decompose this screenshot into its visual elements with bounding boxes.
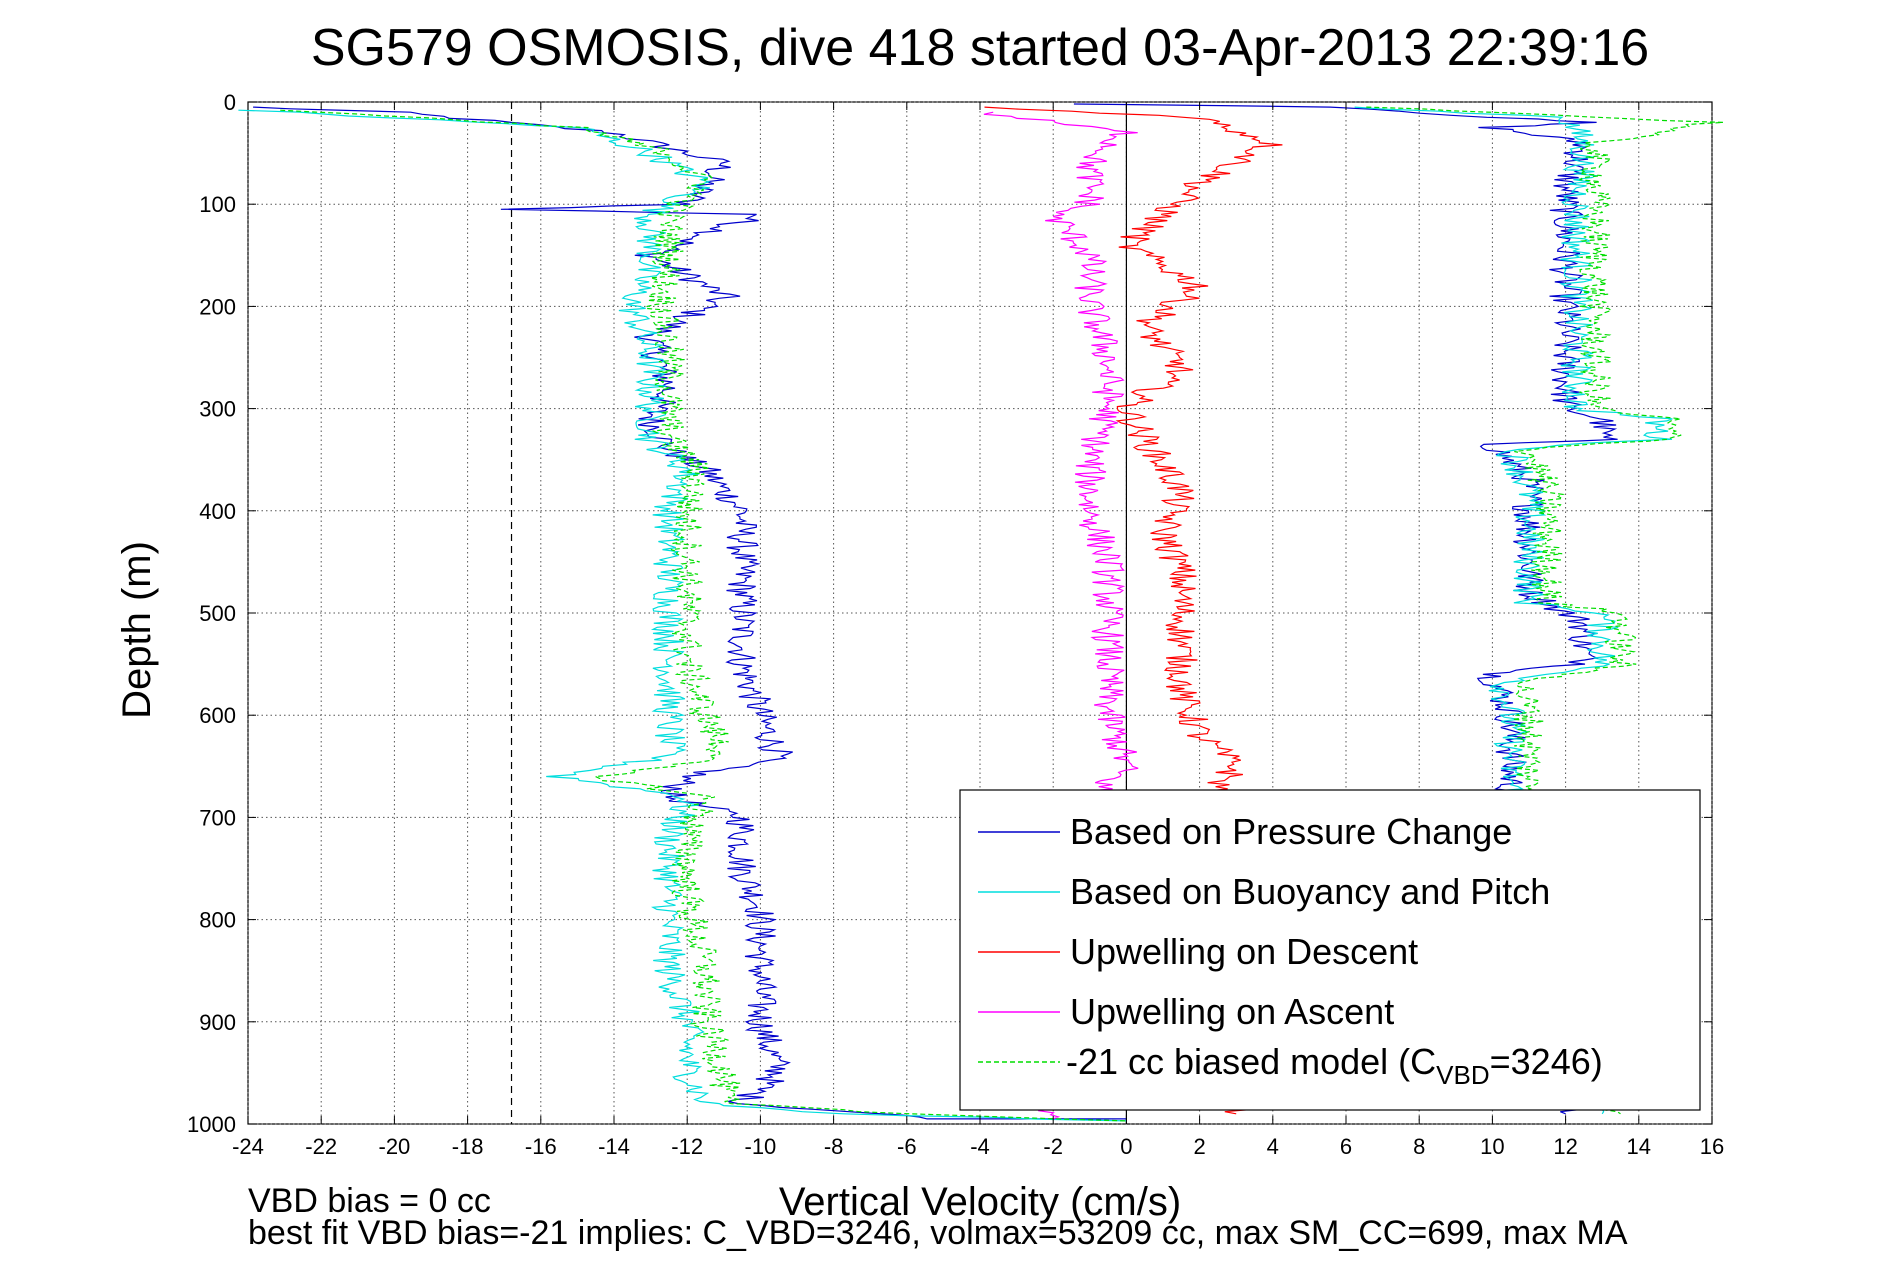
legend-model-prefix: -21 cc biased model (C: [1066, 1041, 1436, 1082]
x-tick-label: -4: [970, 1134, 990, 1159]
legend-label: Upwelling on Descent: [1070, 931, 1418, 972]
legend-model-subscript: VBD: [1436, 1060, 1489, 1090]
y-tick-label: 400: [199, 499, 236, 524]
y-tick-label: 700: [199, 805, 236, 830]
x-tick-label: -22: [305, 1134, 337, 1159]
legend-label: Upwelling on Ascent: [1070, 991, 1394, 1032]
legend-label: Based on Buoyancy and Pitch: [1070, 871, 1550, 912]
series-line-4-segment-0: [280, 109, 1127, 1122]
x-tick-label: -24: [232, 1134, 264, 1159]
chart-title: SG579 OSMOSIS, dive 418 started 03-Apr-2…: [311, 19, 1649, 77]
x-tick-label: 8: [1413, 1134, 1425, 1159]
series-line-1-segment-0: [238, 109, 1127, 1122]
x-tick-label: 6: [1340, 1134, 1352, 1159]
x-axis-ticks: -24 -22 -20 -18 -16 -14 -12 -10 -8 -6 -4 -2 0 2 4 6 8 10 1…: [232, 102, 1724, 1159]
footer-vbd-bias: VBD bias = 0 cc: [248, 1182, 491, 1220]
y-tick-label: 1000: [187, 1112, 236, 1137]
x-tick-label: -18: [452, 1134, 484, 1159]
x-tick-label: 14: [1627, 1134, 1651, 1159]
legend-label: -21 cc biased model (CVBD=3246): [1066, 1041, 1603, 1090]
legend-model-suffix: =3246): [1490, 1041, 1603, 1082]
x-tick-label: 0: [1120, 1134, 1132, 1159]
legend: Based on Pressure Change Based on Buoyanc…: [959, 789, 1701, 1111]
x-tick-label: -6: [897, 1134, 917, 1159]
x-tick-label: -8: [824, 1134, 844, 1159]
x-tick-label: 4: [1267, 1134, 1279, 1159]
y-tick-label: 900: [199, 1010, 236, 1035]
x-tick-label: 12: [1553, 1134, 1577, 1159]
x-tick-label: 10: [1480, 1134, 1504, 1159]
y-axis-label: Depth (m): [115, 541, 159, 719]
x-tick-label: 2: [1193, 1134, 1205, 1159]
legend-box: [959, 789, 1701, 1111]
x-tick-label: -2: [1043, 1134, 1063, 1159]
y-tick-label: 500: [199, 601, 236, 626]
y-tick-label: 100: [199, 192, 236, 217]
y-tick-label: 0: [224, 90, 236, 115]
x-tick-label: -20: [379, 1134, 411, 1159]
x-tick-label: -10: [745, 1134, 777, 1159]
x-axis-label: Vertical Velocity (cm/s): [779, 1180, 1181, 1224]
y-tick-label: 300: [199, 397, 236, 422]
x-tick-label: 16: [1700, 1134, 1724, 1159]
y-tick-label: 200: [199, 294, 236, 319]
y-tick-label: 600: [199, 703, 236, 728]
legend-label: Based on Pressure Change: [1070, 811, 1512, 852]
x-tick-label: -16: [525, 1134, 557, 1159]
y-axis-ticks: 0 100 200 300 400 500 600 700 800 900 1000: [187, 90, 1712, 1137]
footer-best-fit: best fit VBD bias=-21 implies: C_VBD=324…: [248, 1214, 1628, 1252]
x-tick-label: -14: [598, 1134, 630, 1159]
series-line-0-segment-0: [253, 106, 1127, 1120]
y-tick-label: 800: [199, 908, 236, 933]
x-tick-label: -12: [671, 1134, 703, 1159]
